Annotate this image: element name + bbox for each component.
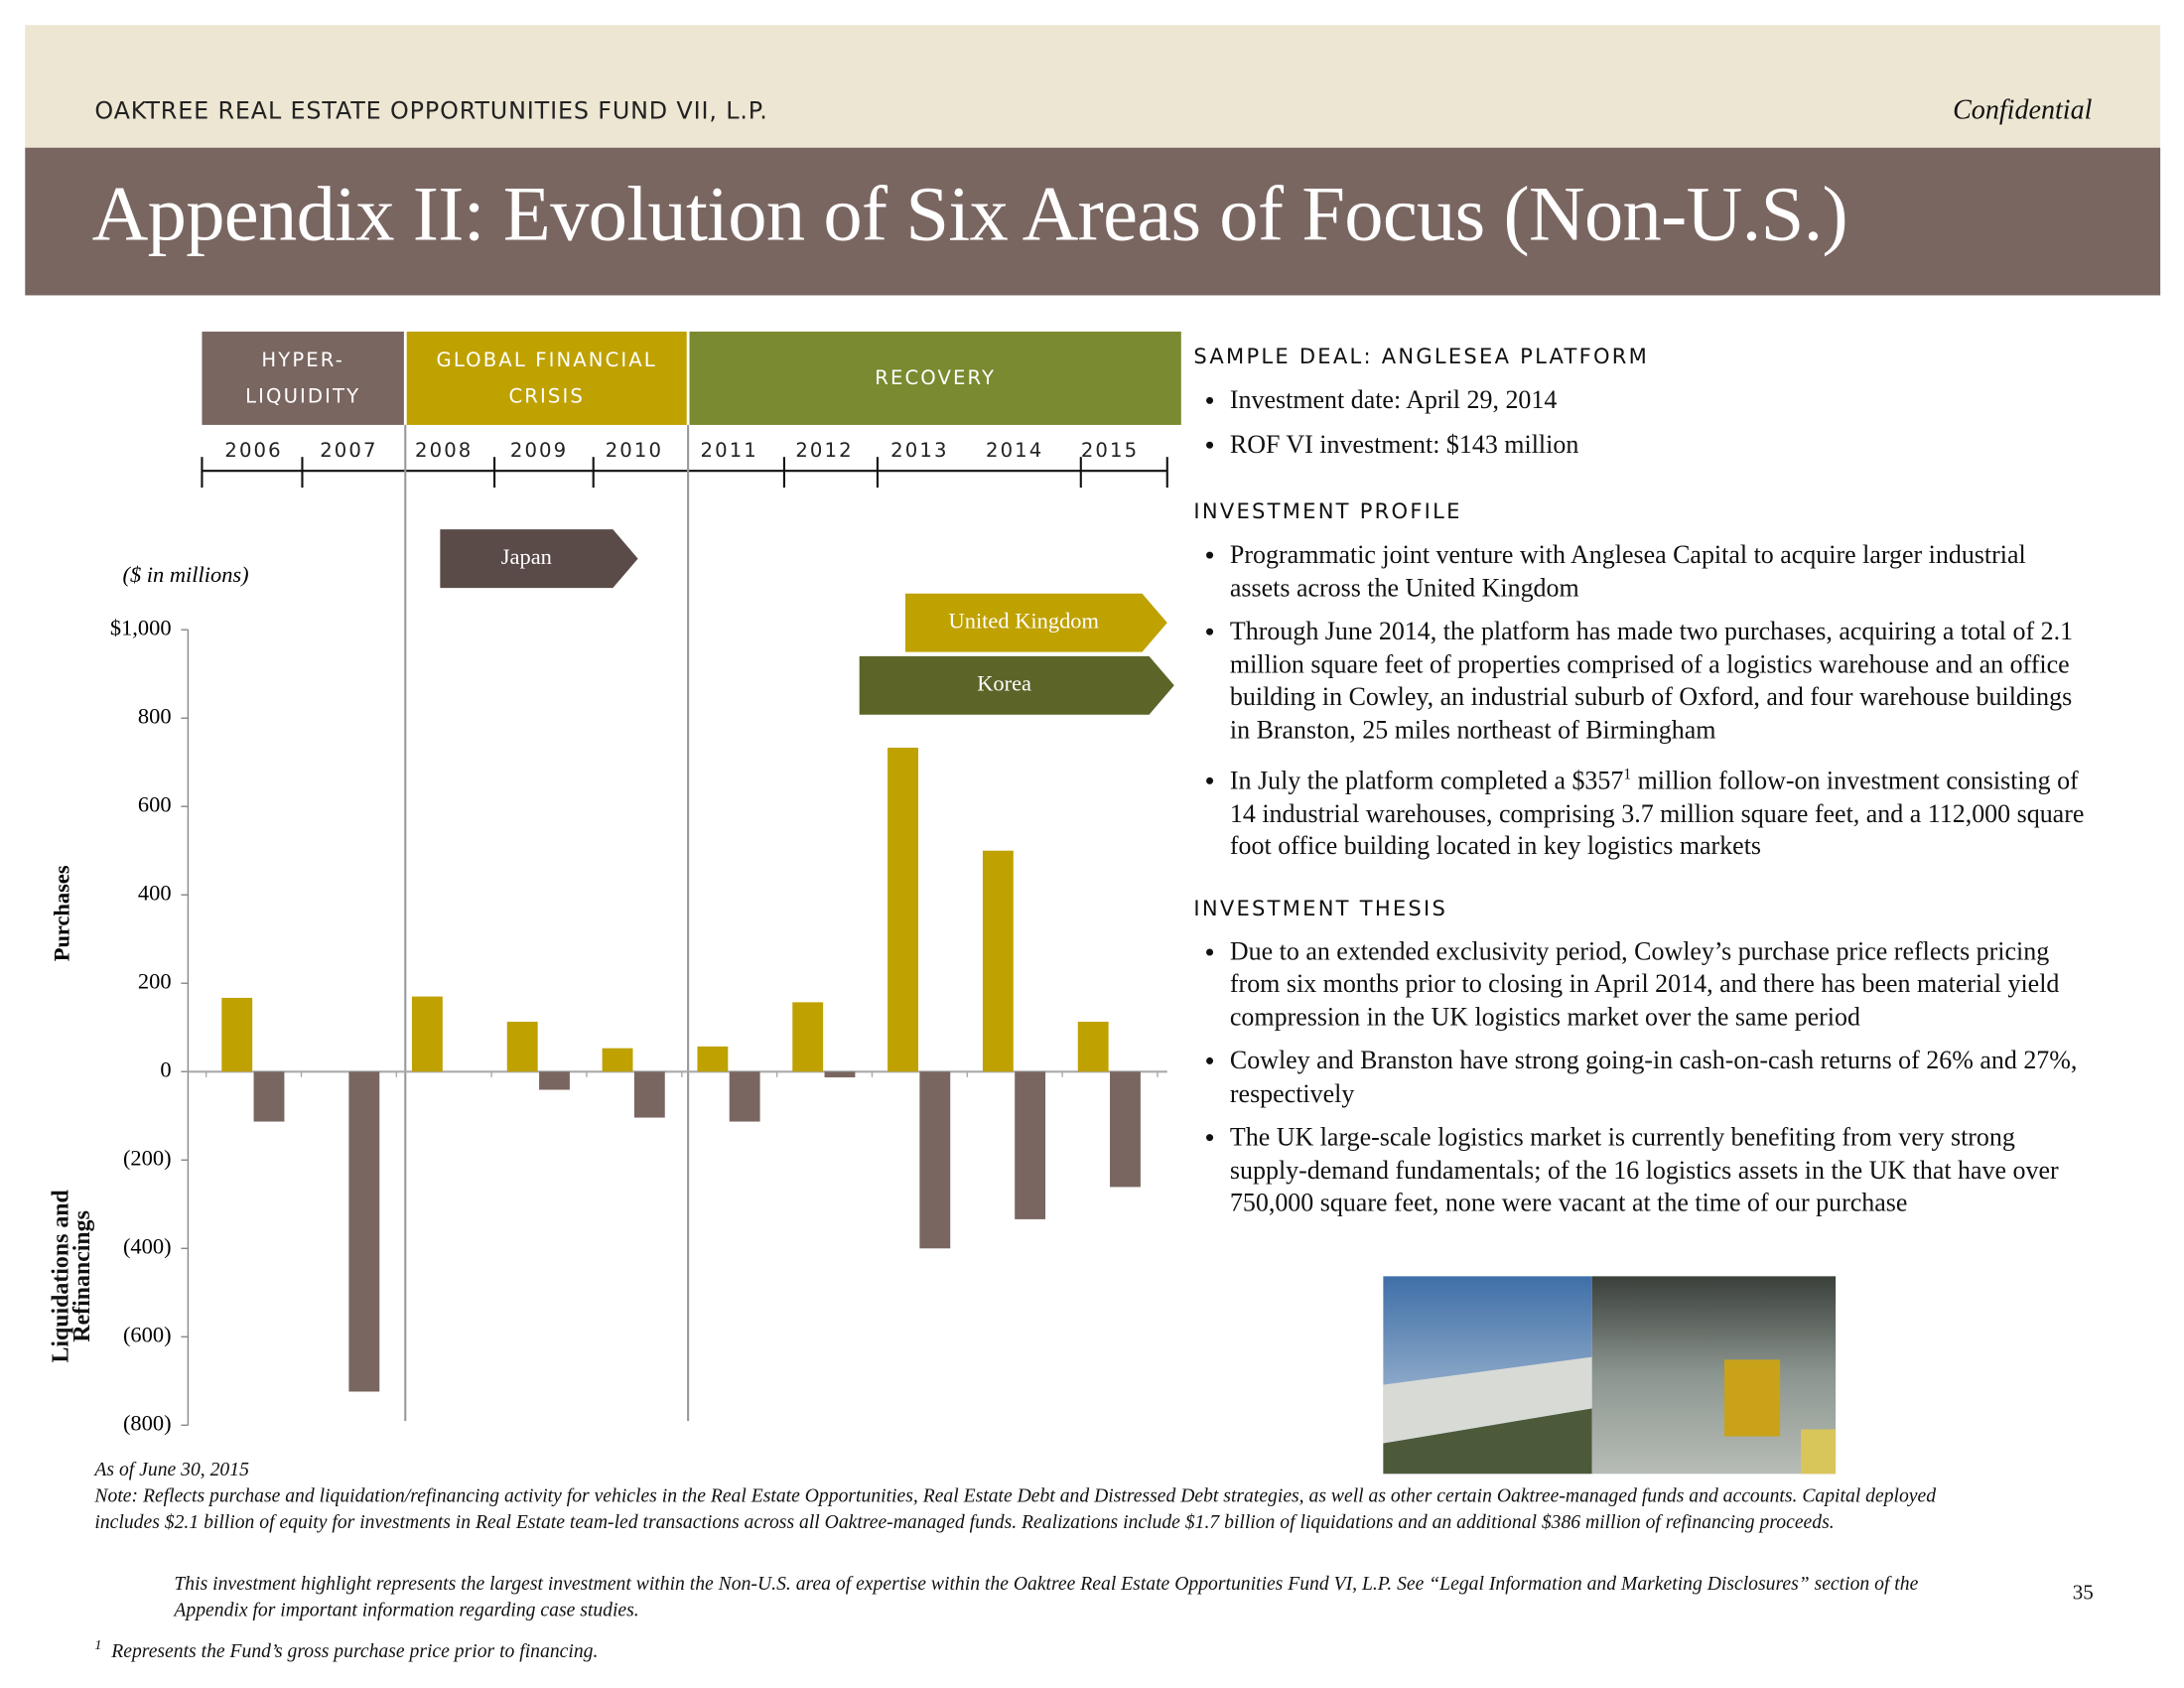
bar bbox=[792, 1002, 824, 1072]
region-arrow bbox=[904, 593, 1167, 652]
bar bbox=[348, 1071, 380, 1392]
region-label: Japan bbox=[501, 544, 552, 569]
year-label: 2009 bbox=[510, 439, 568, 462]
year-label: 2012 bbox=[795, 439, 853, 462]
bullet: ROF VI investment: $143 million bbox=[1230, 430, 2085, 463]
highlight: This investment highlight represents the… bbox=[174, 1574, 1919, 1622]
year-label: 2013 bbox=[890, 439, 948, 462]
phase-label: HYPER- bbox=[261, 349, 344, 371]
bar bbox=[887, 748, 918, 1072]
year-label: 2008 bbox=[415, 439, 473, 462]
year-label: 2011 bbox=[701, 439, 758, 462]
bar bbox=[1110, 1071, 1141, 1188]
year-label: 2007 bbox=[320, 439, 377, 462]
bullet: Through June 2014, the platform has made… bbox=[1230, 618, 2085, 749]
text: million follow-on investment consisting … bbox=[1229, 768, 2085, 862]
year-label: 2014 bbox=[986, 439, 1043, 462]
y-tick-label: 400 bbox=[138, 880, 172, 905]
y-tick-label: (400) bbox=[123, 1233, 172, 1258]
note: Note: Reflects purchase and liquidation/… bbox=[94, 1486, 1937, 1534]
bar bbox=[1077, 1021, 1109, 1072]
year-label: 2006 bbox=[224, 439, 282, 462]
bar bbox=[729, 1071, 760, 1122]
y-tick-label: (200) bbox=[123, 1145, 172, 1170]
bar bbox=[411, 996, 443, 1072]
footnote-ref: 1 bbox=[1623, 766, 1632, 783]
axis-label: Purchases bbox=[50, 865, 74, 961]
footnote-mark: 1 bbox=[94, 1637, 102, 1654]
bar bbox=[982, 850, 1014, 1072]
region-arrow bbox=[859, 655, 1174, 715]
slide-title: Appendix II: Evolution of Six Areas of F… bbox=[91, 171, 1848, 258]
confidential: Confidential bbox=[1953, 94, 2093, 126]
photos bbox=[1383, 1276, 1837, 1475]
bar bbox=[824, 1071, 856, 1078]
section-heading: INVESTMENT PROFILE bbox=[1193, 498, 1462, 524]
title-band bbox=[25, 147, 2161, 296]
bar bbox=[633, 1071, 665, 1118]
top-band bbox=[25, 25, 2161, 148]
bullet: Programmatic joint venture with Anglesea… bbox=[1230, 540, 2085, 606]
phase-box bbox=[406, 331, 687, 425]
bar bbox=[697, 1046, 729, 1072]
right-column: SAMPLE DEAL: ANGLESEA PLATFORM Investmen… bbox=[1193, 345, 2085, 1252]
bullet: The UK large-scale logistics market is c… bbox=[1230, 1123, 2085, 1221]
footnote: 1 Represents the Fund’s gross purchase p… bbox=[94, 1632, 598, 1665]
bar bbox=[221, 997, 253, 1072]
bar bbox=[253, 1071, 285, 1122]
bullet: In July the platform completed a $3571 m… bbox=[1230, 760, 2085, 865]
phase-label: RECOVERY bbox=[875, 366, 996, 389]
y-tick-label: 0 bbox=[160, 1056, 171, 1081]
bullet: Investment date: April 29, 2014 bbox=[1230, 386, 2085, 419]
phase-box bbox=[689, 331, 1181, 425]
y-tick-label: (600) bbox=[123, 1322, 172, 1346]
phase-label: LIQUIDITY bbox=[245, 384, 360, 407]
bullet-list: Investment date: April 29, 2014 ROF VI i… bbox=[1193, 386, 2085, 463]
year-label: 2010 bbox=[606, 439, 663, 462]
bar bbox=[539, 1071, 570, 1090]
y-tick-label: $1,000 bbox=[110, 615, 172, 639]
section-heading: INVESTMENT THESIS bbox=[1193, 895, 1448, 920]
section-heading: SAMPLE DEAL: ANGLESEA PLATFORM bbox=[1193, 344, 1650, 369]
year-label: 2015 bbox=[1081, 439, 1139, 462]
region-label: Korea bbox=[977, 670, 1031, 695]
bar bbox=[506, 1021, 538, 1072]
page-number: 35 bbox=[2072, 1582, 2094, 1606]
axis-label: Liquidations and Refinancings bbox=[50, 1190, 95, 1363]
fund-name: OAKTREE REAL ESTATE OPPORTUNITIES FUND V… bbox=[94, 97, 768, 126]
unit-note: ($ in millions) bbox=[122, 562, 248, 587]
region-arrow bbox=[440, 529, 638, 589]
bullet: Due to an extended exclusivity period, C… bbox=[1230, 937, 2085, 1036]
bullet-list: Programmatic joint venture with Anglesea… bbox=[1193, 540, 2085, 864]
y-tick-label: (800) bbox=[123, 1410, 172, 1435]
phase-label: GLOBAL FINANCIAL bbox=[437, 349, 657, 371]
text: In July the platform completed a $357 bbox=[1229, 768, 1624, 796]
bar bbox=[1015, 1071, 1046, 1219]
as-of: As of June 30, 2015 bbox=[94, 1460, 249, 1481]
axis-label-box: Liquidations and Refinancings bbox=[50, 1190, 95, 1363]
y-tick-label: 200 bbox=[138, 968, 172, 993]
y-tick-label: 600 bbox=[138, 791, 172, 816]
phase-box bbox=[202, 331, 404, 425]
phase-label: CRISIS bbox=[508, 384, 584, 407]
bullet-list: Due to an extended exclusivity period, C… bbox=[1193, 937, 2085, 1221]
y-tick-label: 800 bbox=[138, 703, 172, 728]
bar bbox=[919, 1071, 951, 1249]
bullet: Cowley and Branston have strong going-in… bbox=[1230, 1047, 2085, 1112]
region-label: United Kingdom bbox=[949, 608, 1100, 633]
footnote-text: Represents the Fund’s gross purchase pri… bbox=[111, 1641, 599, 1663]
bar bbox=[602, 1048, 633, 1072]
